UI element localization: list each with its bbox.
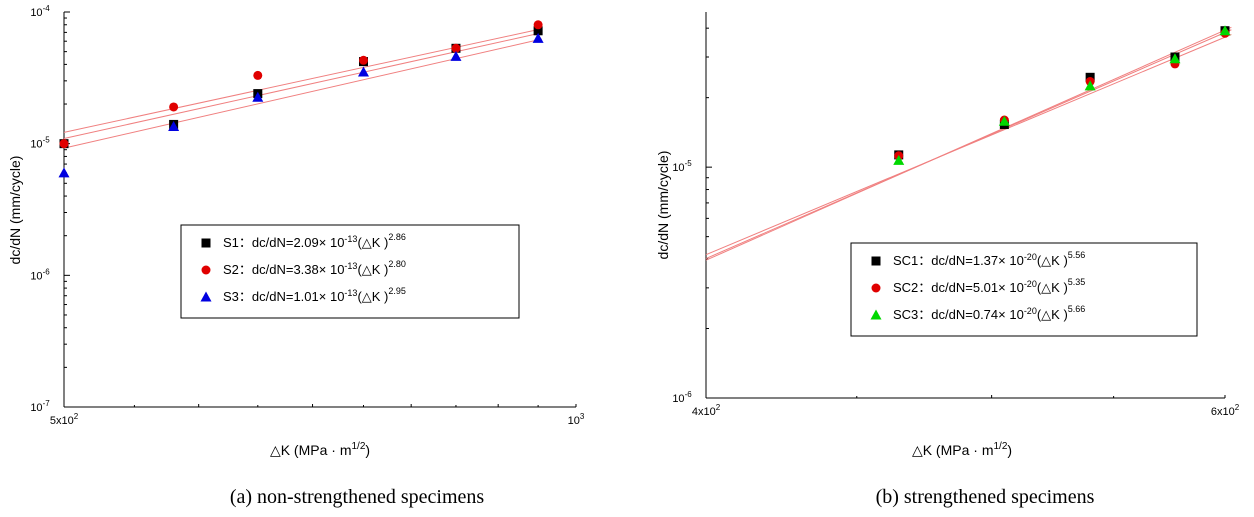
x-tick-label: 5x102 — [50, 412, 79, 427]
data-point-s2 — [359, 56, 368, 65]
fit-line-sc3 — [706, 27, 1231, 260]
data-point-s3 — [59, 167, 70, 177]
y-tick-label: 10-4 — [30, 4, 50, 19]
legend-marker-sc1 — [872, 257, 881, 266]
y-tick-label: 10-6 — [672, 390, 692, 405]
y-tick-label: 10-7 — [30, 399, 50, 414]
x-tick-label: 103 — [568, 412, 585, 427]
legend-label-sc2: SC2：dc/dN=5.01× 10-20(△K )5.35 — [893, 277, 1085, 295]
x-axis-label: △K (MPa · m1/2) — [912, 441, 1012, 458]
figure-caption: (b) strengthened specimens — [876, 486, 1095, 508]
x-tick-label: 4x102 — [692, 403, 721, 418]
data-point-s2 — [169, 102, 178, 111]
y-tick-label: 10-6 — [30, 267, 50, 282]
legend-marker-sc2 — [872, 284, 881, 293]
y-tick-label: 10-5 — [30, 136, 50, 151]
fit-line-s3 — [64, 39, 542, 148]
x-axis-label: △K (MPa · m1/2) — [270, 441, 370, 458]
x-tick-label: 6x102 — [1211, 403, 1240, 418]
legend-label-s3: S3：dc/dN=1.01× 10-13(△K )2.95 — [223, 286, 406, 304]
data-point-s2 — [534, 20, 543, 29]
fit-line-s1 — [64, 33, 542, 139]
data-point-s2 — [253, 71, 262, 80]
data-point-s2 — [60, 139, 69, 148]
legend-marker-s1 — [202, 239, 211, 248]
legend-label-sc3: SC3：dc/dN=0.74× 10-20(△K )5.66 — [893, 304, 1085, 322]
y-tick-label: 10-5 — [672, 159, 692, 174]
y-axis-label: dc/dN (mm/cycle) — [7, 156, 23, 265]
legend-label-s1: S1：dc/dN=2.09× 10-13(△K )2.86 — [223, 232, 406, 250]
fit-line-sc2 — [706, 35, 1231, 255]
y-axis-label: dc/dN (mm/cycle) — [655, 151, 671, 260]
legend-marker-s2 — [202, 266, 211, 275]
figure-caption: (a) non-strengthened specimens — [230, 486, 485, 508]
fit-line-s2 — [64, 29, 542, 133]
legend-label-sc1: SC1：dc/dN=1.37× 10-20(△K )5.56 — [893, 250, 1085, 268]
legend-label-s2: S2：dc/dN=3.38× 10-13(△K )2.80 — [223, 259, 406, 277]
